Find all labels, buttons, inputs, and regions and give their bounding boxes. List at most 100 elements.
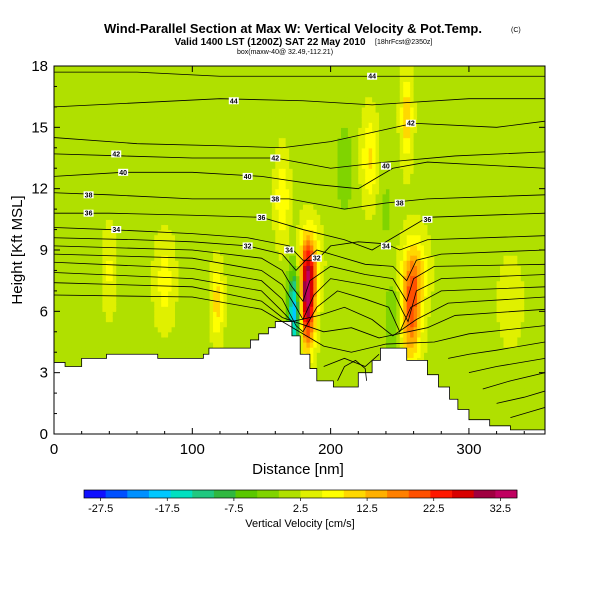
- heatmap-cell: [213, 122, 218, 128]
- heatmap-cell: [126, 117, 131, 123]
- heatmap-cell: [119, 122, 124, 128]
- heatmap-cell: [150, 347, 155, 353]
- heatmap-cell: [219, 290, 225, 297]
- heatmap-cell: [85, 296, 90, 302]
- heatmap-cell: [116, 193, 121, 200]
- heatmap-cell: [213, 81, 218, 88]
- heatmap-cell: [226, 219, 231, 226]
- heatmap-cell: [71, 224, 76, 231]
- heatmap-cell: [275, 234, 280, 241]
- heatmap-cell: [154, 270, 159, 277]
- heatmap-cell: [164, 147, 169, 154]
- heatmap-cell: [161, 163, 166, 169]
- heatmap-cell: [133, 214, 138, 220]
- heatmap-cell: [271, 106, 276, 113]
- heatmap-cell: [233, 66, 238, 72]
- heatmap-cell: [271, 306, 276, 312]
- heatmap-cell: [264, 178, 269, 185]
- heatmap-cell: [206, 76, 211, 82]
- heatmap-cell: [188, 137, 193, 144]
- heatmap-cell: [171, 193, 176, 200]
- heatmap-cell: [261, 163, 266, 169]
- heatmap-cell: [216, 239, 221, 246]
- heatmap-cell: [112, 209, 117, 215]
- heatmap-cell: [161, 290, 166, 297]
- heatmap-cell: [195, 178, 200, 185]
- heatmap-cell: [105, 91, 110, 98]
- heatmap-cell: [140, 347, 145, 353]
- heatmap-cell: [188, 106, 193, 113]
- heatmap-cell: [157, 280, 162, 287]
- heatmap-cell: [88, 173, 93, 180]
- heatmap-cell: [209, 117, 214, 123]
- heatmap-cell: [258, 301, 263, 307]
- heatmap-cell: [164, 316, 169, 323]
- heatmap-cell: [123, 193, 128, 200]
- heatmap-cell: [202, 198, 207, 205]
- heatmap-cell: [278, 255, 283, 261]
- heatmap-cell: [258, 188, 263, 195]
- heatmap-cell: [219, 209, 225, 215]
- heatmap-cell: [188, 173, 193, 180]
- heatmap-cell: [254, 66, 259, 72]
- heatmap-cell: [109, 290, 114, 297]
- heatmap-cell: [185, 219, 190, 226]
- heatmap-cell: [230, 142, 235, 149]
- heatmap-cell: [206, 122, 211, 128]
- heatmap-cell: [171, 204, 176, 210]
- heatmap-cell: [237, 81, 242, 88]
- heatmap-cell: [116, 265, 121, 272]
- heatmap-cell: [261, 321, 266, 328]
- heatmap-cell: [247, 127, 252, 134]
- heatmap-cell: [192, 147, 197, 154]
- heatmap-cell: [105, 117, 110, 123]
- heatmap-cell: [67, 285, 72, 292]
- heatmap-cell: [168, 331, 173, 338]
- heatmap-cell: [67, 244, 72, 251]
- heatmap-cell: [140, 239, 145, 246]
- heatmap-cell: [133, 168, 138, 174]
- heatmap-cell: [102, 255, 107, 261]
- heatmap-cell: [223, 112, 228, 118]
- heatmap-cell: [147, 163, 152, 169]
- heatmap-cell: [258, 198, 263, 205]
- heatmap-cell: [71, 321, 76, 328]
- heatmap-cell: [181, 127, 186, 134]
- heatmap-cell: [71, 352, 76, 358]
- heatmap-cell: [147, 112, 152, 118]
- heatmap-cell: [60, 347, 65, 353]
- heatmap-cell: [161, 204, 166, 210]
- heatmap-cell: [282, 122, 287, 128]
- heatmap-cell: [213, 326, 218, 333]
- heatmap-cell: [92, 142, 97, 149]
- heatmap-cell: [116, 290, 121, 297]
- heatmap-cell: [264, 214, 269, 220]
- heatmap-cell: [126, 280, 131, 287]
- heatmap-cell: [178, 147, 183, 154]
- heatmap-cell: [230, 122, 235, 128]
- heatmap-cell: [64, 101, 69, 108]
- heatmap-cell: [264, 234, 269, 241]
- heatmap-cell: [185, 193, 190, 200]
- heatmap-cell: [244, 255, 249, 261]
- heatmap-cell: [147, 66, 152, 72]
- heatmap-cell: [216, 229, 221, 236]
- heatmap-cell: [64, 229, 69, 236]
- heatmap-cell: [130, 316, 135, 323]
- heatmap-cell: [157, 117, 162, 123]
- heatmap-cell: [226, 301, 231, 307]
- heatmap-cell: [230, 137, 235, 144]
- heatmap-cell: [78, 163, 83, 169]
- heatmap-cell: [150, 168, 155, 174]
- heatmap-cell: [112, 173, 117, 180]
- heatmap-cell: [98, 255, 104, 261]
- heatmap-cell: [181, 76, 186, 82]
- heatmap-cell: [71, 357, 76, 364]
- heatmap-cell: [206, 285, 211, 292]
- heatmap-cell: [209, 112, 214, 118]
- heatmap-cell: [261, 209, 266, 215]
- heatmap-cell: [60, 142, 65, 149]
- heatmap-cell: [181, 106, 186, 113]
- heatmap-cell: [192, 178, 197, 185]
- heatmap-cell: [130, 244, 135, 251]
